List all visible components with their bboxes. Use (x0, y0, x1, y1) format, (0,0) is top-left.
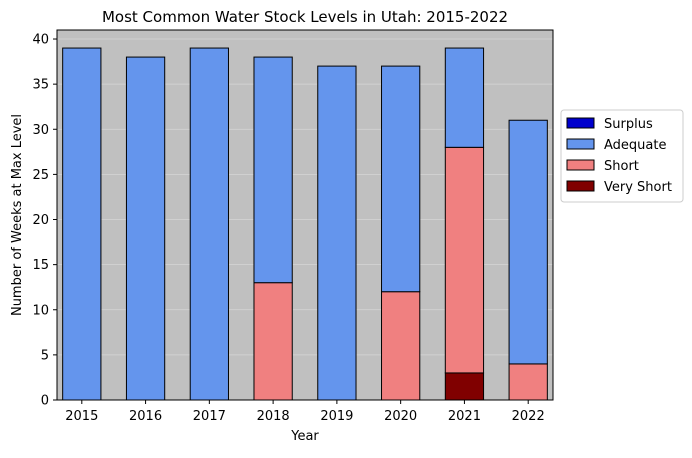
legend-label-surplus: Surplus (604, 117, 653, 132)
bar-segment-short-2021 (444, 146, 485, 374)
bar-segment-adequate-2020 (381, 65, 421, 293)
bar-segment-adequate-2015 (62, 47, 102, 401)
bar-segment-adequate-2018 (253, 56, 293, 284)
y-tick-label: 15 (32, 258, 49, 273)
x-tick-label: 2016 (129, 409, 162, 424)
y-tick-label: 20 (32, 213, 49, 228)
y-tick-label: 40 (32, 33, 49, 48)
x-axis-title: Year (290, 429, 319, 444)
bar-segment-adequate-2017 (189, 47, 229, 401)
x-tick-label: 2015 (65, 409, 98, 424)
bar-segment-adequate-2021 (444, 47, 485, 148)
legend-label-adequate: Adequate (604, 138, 666, 153)
x-tick-label: 2017 (193, 409, 226, 424)
y-tick-label: 35 (32, 78, 49, 93)
bar-segment-short-2018 (253, 282, 293, 401)
bar-segment-short-2022 (508, 363, 548, 401)
legend-swatch-very-short (566, 180, 595, 192)
y-tick-label: 5 (41, 348, 49, 363)
legend-swatch-adequate (566, 138, 595, 150)
legend-label-short: Short (604, 159, 639, 174)
bar-segment-adequate-2016 (125, 56, 166, 401)
legend-swatch-surplus (566, 117, 595, 129)
plot-frame (56, 29, 554, 401)
y-axis-title: Number of Weeks at Max Level (10, 114, 25, 316)
legend-label-very-short: Very Short (604, 180, 672, 195)
bar-segment-short-2020 (381, 291, 421, 401)
chart-title: Most Common Water Stock Levels in Utah: … (102, 8, 508, 26)
y-tick-label: 25 (32, 168, 49, 183)
y-tick-label: 10 (32, 303, 49, 318)
bar-segment-adequate-2019 (317, 65, 357, 401)
bar-segment-very-short-2021 (444, 372, 485, 401)
bar-segment-adequate-2022 (508, 119, 548, 365)
y-tick-label: 30 (32, 123, 49, 138)
x-tick-label: 2022 (512, 409, 545, 424)
x-tick-label: 2020 (384, 409, 417, 424)
x-tick-label: 2019 (320, 409, 353, 424)
x-tick-label: 2021 (448, 409, 481, 424)
x-tick-label: 2018 (257, 409, 290, 424)
y-tick-label: 0 (41, 394, 49, 409)
legend-box (560, 109, 684, 203)
plot-area: 0 5 10 15 20 25 30 35 40 2015 2016 2017 2018 2019 2020… (32, 29, 554, 424)
legend-swatch-short (566, 159, 595, 171)
legend: Surplus Adequate Short Very Short (560, 109, 684, 203)
